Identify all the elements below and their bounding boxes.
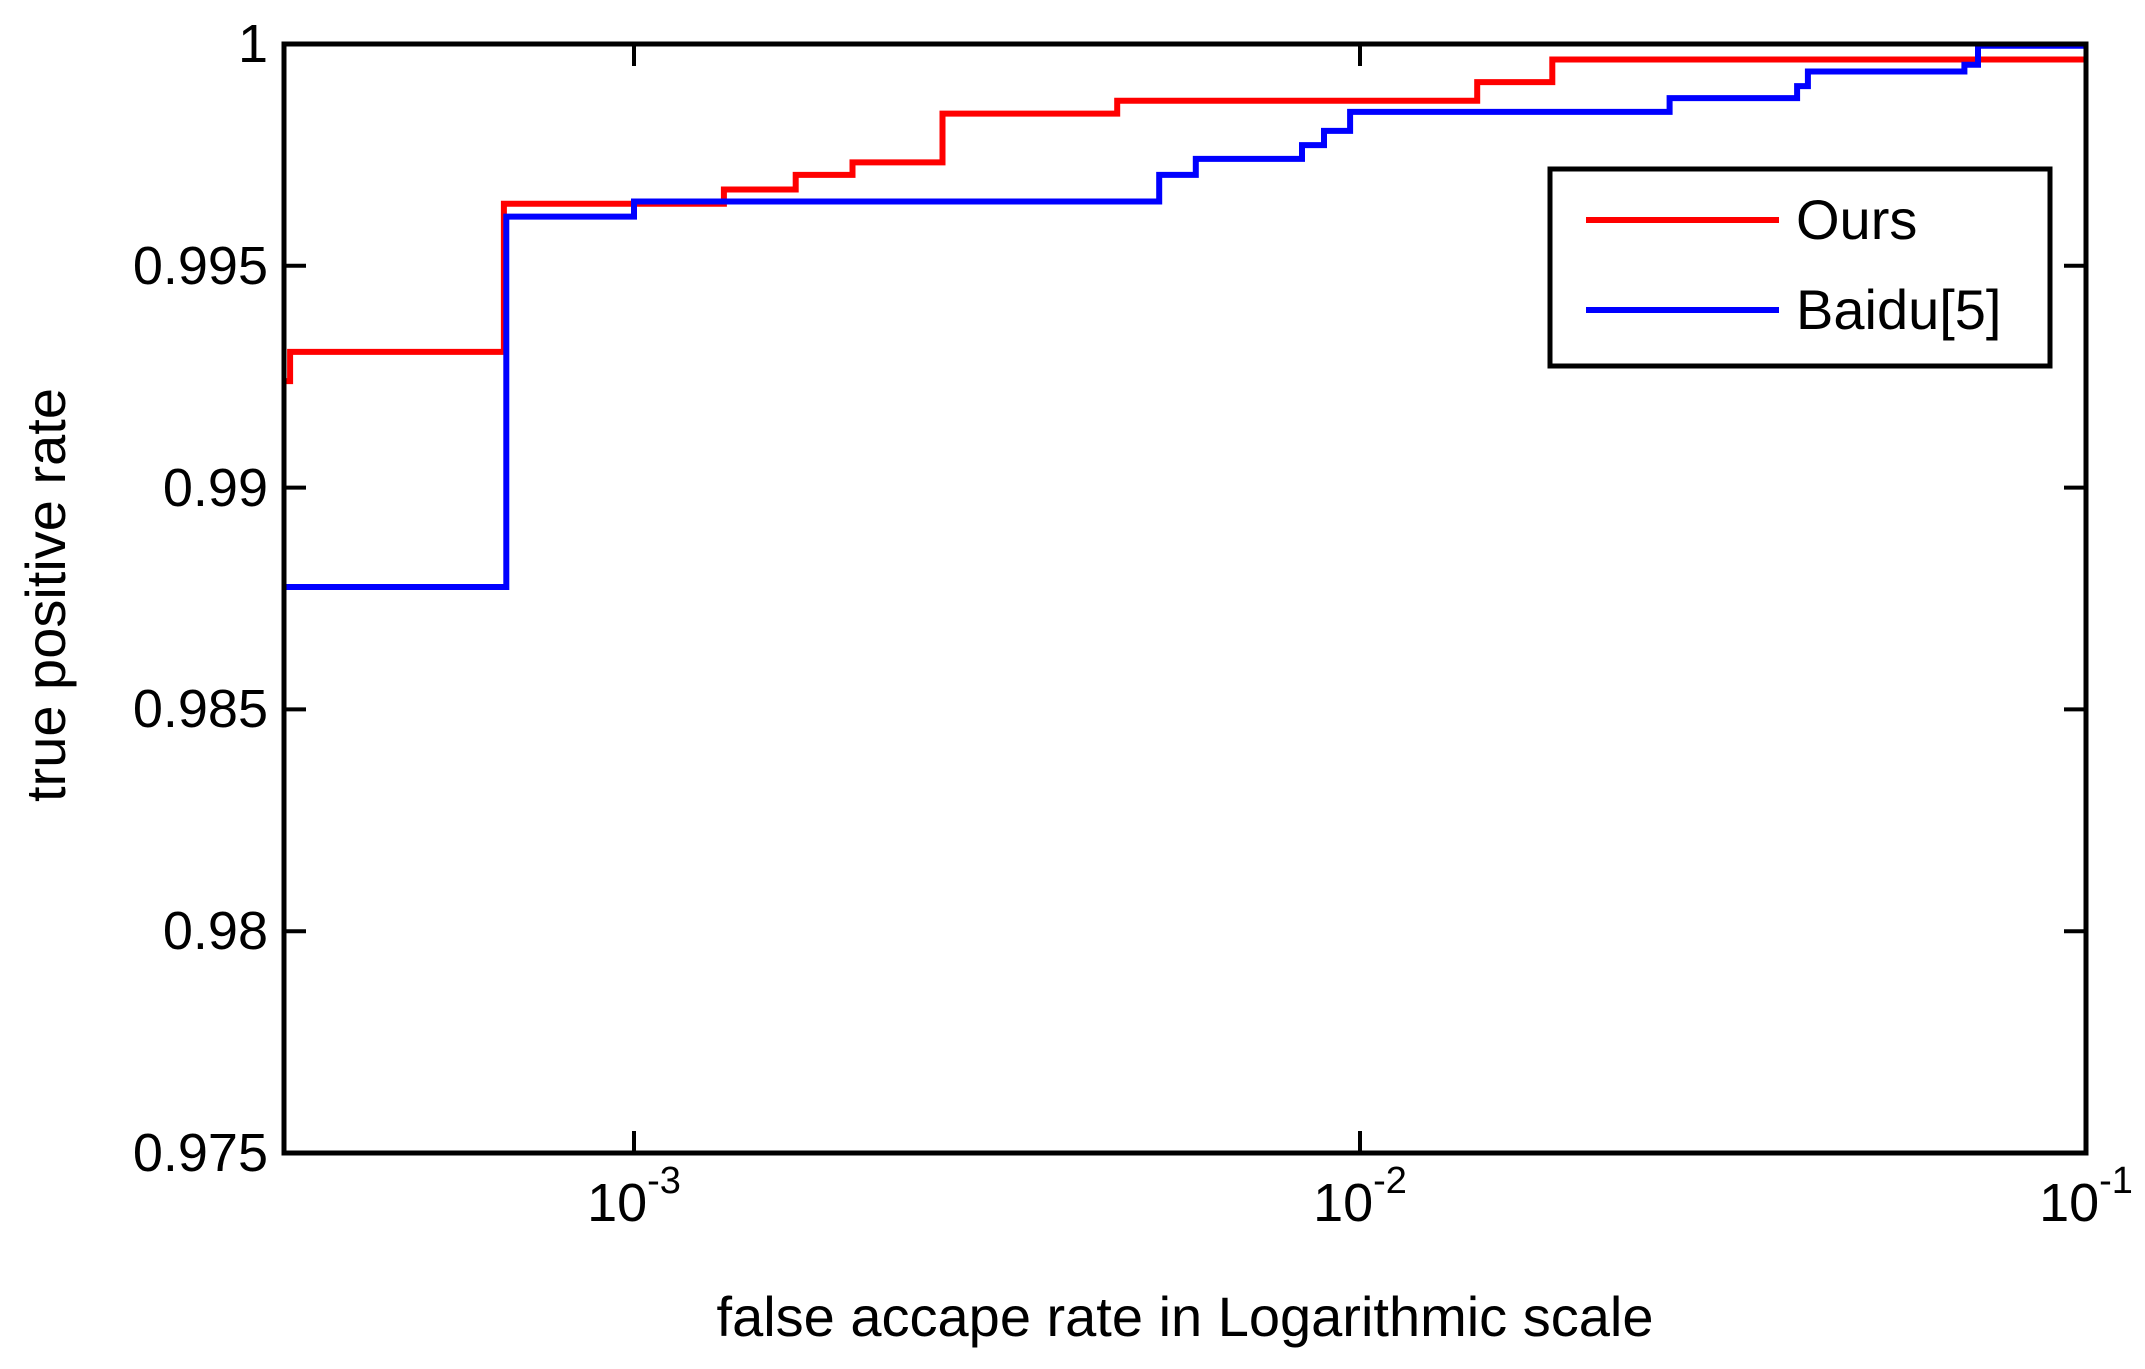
y-tick-label: 1 — [237, 14, 268, 74]
x-tick-label: 10-2 — [1260, 1162, 1460, 1234]
x-tick-exponent: -3 — [647, 1160, 681, 1202]
x-tick-label: 10-3 — [534, 1162, 734, 1234]
plot-frame — [281, 41, 2089, 1156]
x-tick-exponent: -1 — [2099, 1160, 2133, 1202]
y-tick-label: 0.985 — [132, 679, 268, 740]
x-tick-label: 10-1 — [1986, 1162, 2145, 1234]
x-tick-base: 10 — [587, 1173, 648, 1233]
y-tick-label: 0.995 — [132, 235, 268, 296]
x-axis-title: false accape rate in Logarithmic scale — [716, 1285, 1654, 1348]
x-tick-base: 10 — [1313, 1173, 1374, 1233]
baidu5-curve — [284, 42, 2086, 590]
legend-label-ours: Ours — [1796, 188, 1918, 251]
y-axis-title: true positive rate — [14, 388, 77, 802]
y-tick-label: 0.99 — [162, 457, 268, 518]
x-tick-exponent: -2 — [1373, 1160, 1407, 1202]
y-tick-label: 0.975 — [132, 1123, 268, 1183]
x-tick-base: 10 — [2039, 1173, 2100, 1233]
y-tick-label: 0.98 — [162, 901, 268, 962]
legend-label-baidu: Baidu[5] — [1796, 278, 2002, 341]
legend-box — [1547, 166, 2053, 369]
